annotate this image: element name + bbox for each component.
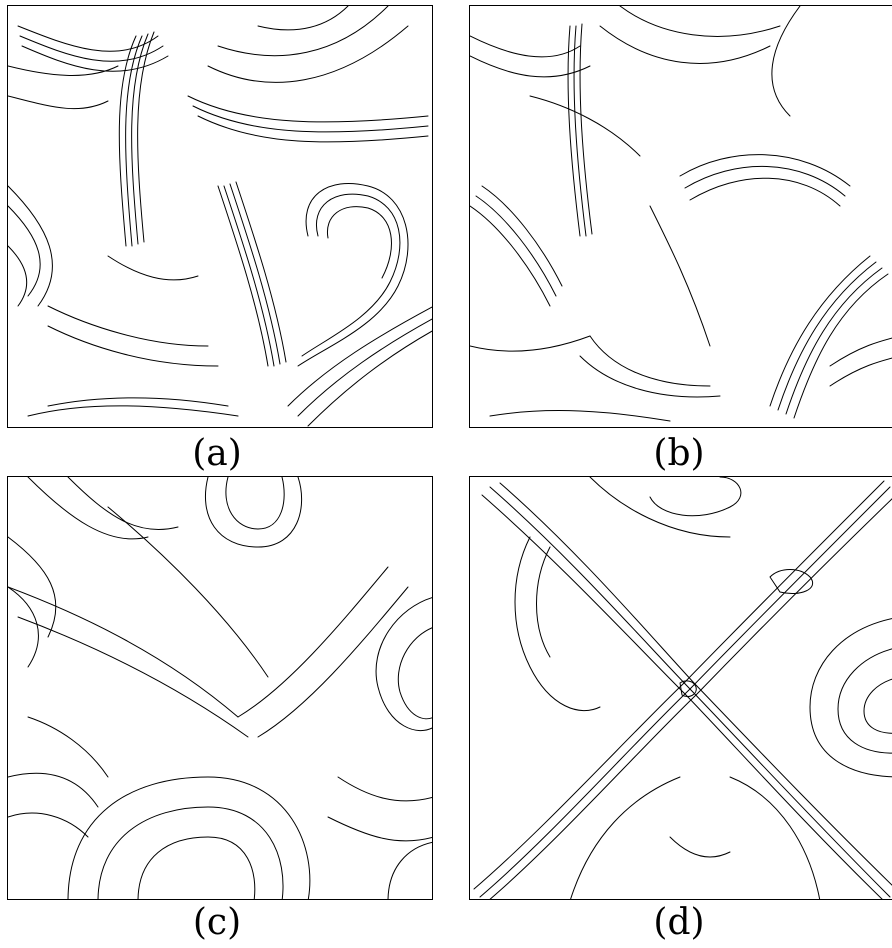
contour-panel-c bbox=[7, 476, 433, 900]
contour-plot-a bbox=[8, 6, 432, 427]
contour-plot-b bbox=[470, 6, 892, 422]
caption-d: (d) bbox=[653, 902, 705, 943]
contour-panel-b bbox=[469, 5, 892, 428]
caption-c: (c) bbox=[192, 902, 242, 943]
contour-panel-a bbox=[7, 5, 433, 428]
caption-b: (b) bbox=[653, 433, 705, 474]
contour-panel-d bbox=[469, 476, 892, 900]
contour-plot-c bbox=[8, 477, 432, 899]
contour-plot-d bbox=[473, 477, 892, 899]
caption-a: (a) bbox=[192, 433, 242, 474]
